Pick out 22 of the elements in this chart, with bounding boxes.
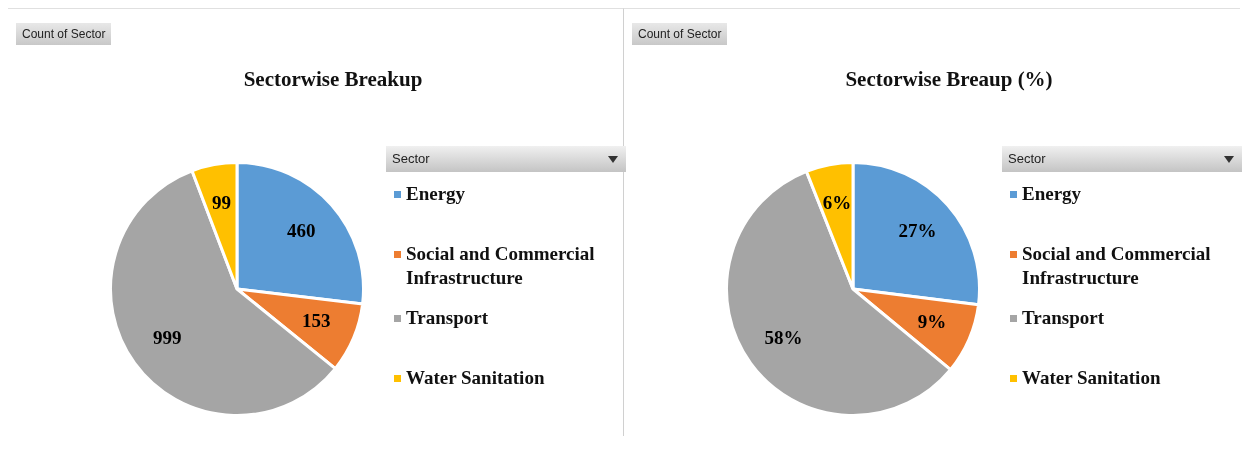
legend-label: Water Sanitation bbox=[1022, 366, 1161, 390]
chart-title: Sectorwise Breakup bbox=[242, 67, 424, 92]
legend-label: Social and Commercial Infrastructure bbox=[1022, 242, 1212, 290]
legend-label: Transport bbox=[406, 306, 488, 330]
data-label: 58% bbox=[764, 327, 803, 349]
data-label: 999 bbox=[153, 327, 182, 349]
legend-title: Sector bbox=[1008, 151, 1046, 166]
data-label: 6% bbox=[822, 192, 852, 214]
legend-label: Energy bbox=[406, 182, 466, 206]
data-label: 27% bbox=[898, 220, 937, 242]
legend-label: Transport bbox=[1022, 306, 1104, 330]
chart-title: Sectorwise Breaup (%) bbox=[844, 67, 1054, 92]
data-label: 153 bbox=[302, 310, 331, 332]
text: Count of Sector bbox=[16, 23, 112, 45]
data-label: 460 bbox=[287, 219, 316, 241]
text: Count of Sector bbox=[632, 23, 728, 45]
legend-label: Social and Commercial Infrastructure bbox=[406, 242, 596, 290]
legend-label: Water Sanitation bbox=[406, 366, 545, 390]
data-label: 9% bbox=[917, 311, 947, 333]
legend-label: Energy bbox=[1022, 182, 1082, 206]
legend-title: Sector bbox=[392, 151, 430, 166]
data-label: 99 bbox=[211, 192, 231, 214]
